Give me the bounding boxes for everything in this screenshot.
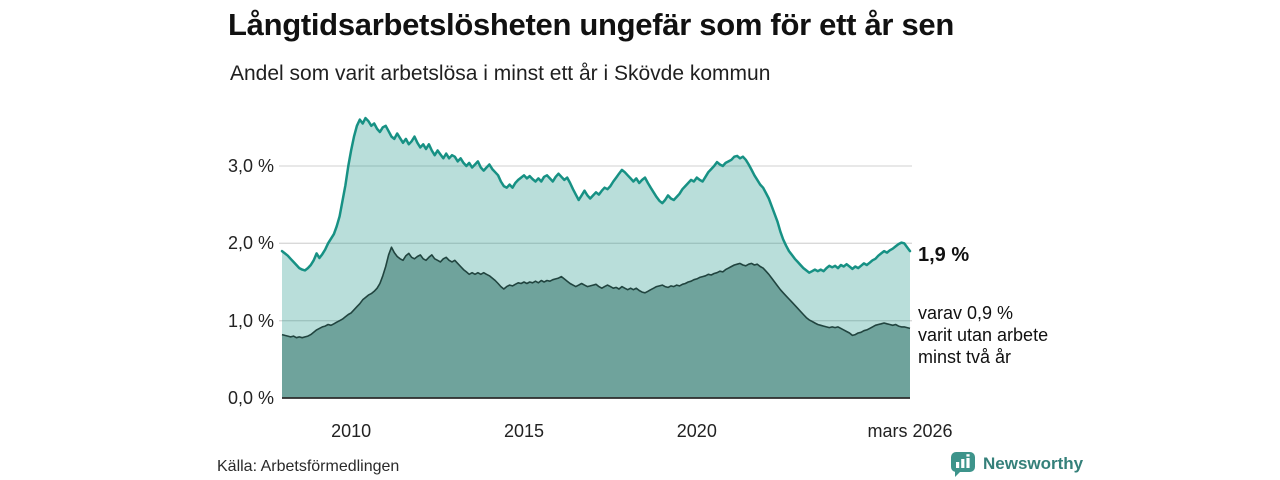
newsworthy-logo: Newsworthy [950,450,1083,478]
page-subtitle: Andel som varit arbetslösa i minst ett å… [230,62,771,85]
bar-chart-speech-bubble-icon [951,451,975,477]
secondary-label-line: varit utan arbete [918,325,1049,345]
end-value-label: 1,9 % [918,244,970,267]
line-unemployed-one-year [280,116,912,274]
y-tick-label: 0,0 % [227,388,274,408]
brand-name: Newsworthy [983,454,1084,473]
y-tick-label: 2,0 % [227,233,274,254]
source-attribution: Källa: Arbetsförmedlingen [217,458,400,475]
x-tick-label: mars 2026 [867,421,953,441]
page-title: Långtidsarbetslösheten ungefär som för e… [228,7,955,42]
y-tick-label: 1,0 % [227,310,274,331]
secondary-label-line: minst två år [918,347,1012,367]
x-tick-label: 2020 [676,421,717,441]
area-unemployed-two-years [282,247,910,398]
x-tick-label: 2015 [503,421,544,441]
secondary-label-line: varav 0,9 % [918,303,1014,323]
line-unemployed-two-years [281,246,911,339]
y-tick-label: 3,0 % [227,156,274,176]
x-tick-label: 2010 [331,421,372,441]
secondary-end-value-label: varav 0,9 % varit utan arbete minst två … [918,302,1088,368]
